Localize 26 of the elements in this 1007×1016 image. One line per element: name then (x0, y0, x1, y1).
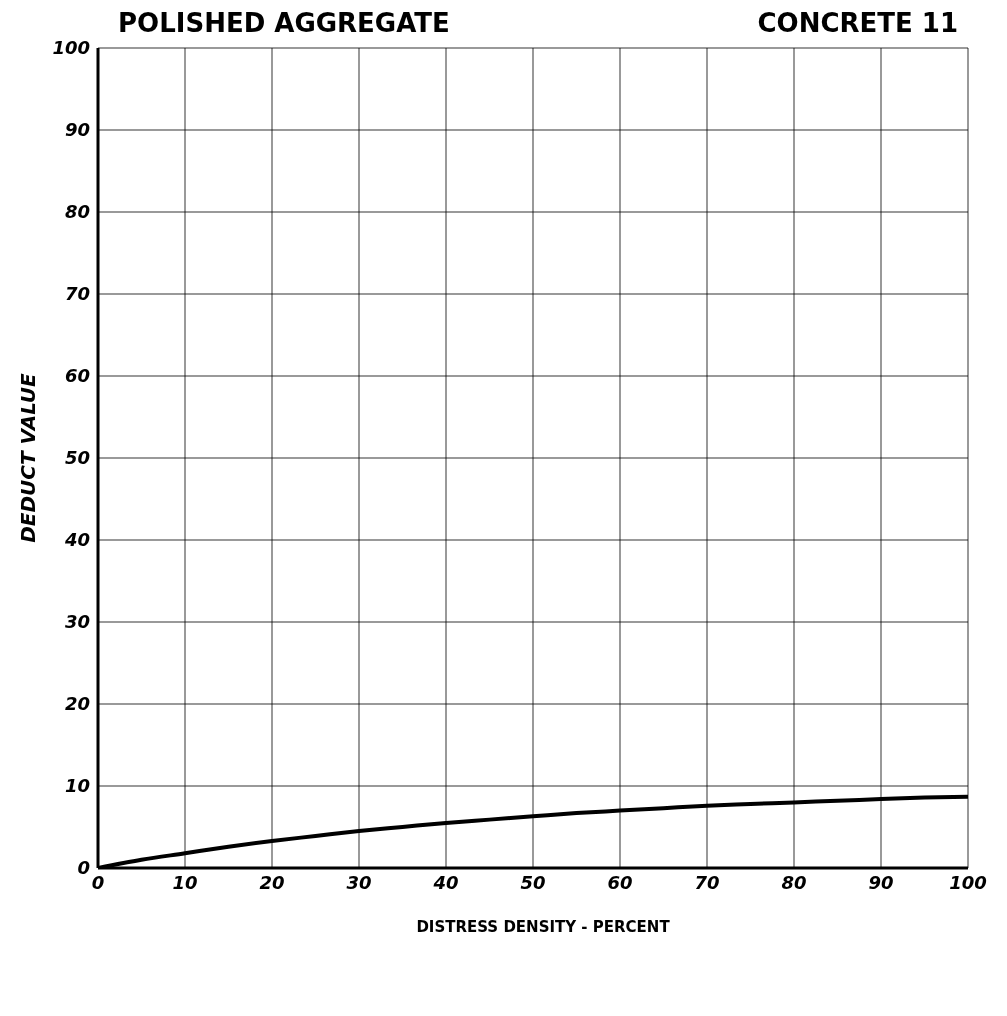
y-tick-label: 90 (64, 119, 90, 141)
y-tick-label: 60 (64, 365, 90, 387)
x-tick-label: 100 (949, 871, 987, 893)
y-axis-title: DEDUCT VALUE (16, 372, 41, 543)
y-tick-label: 70 (64, 283, 90, 305)
y-tick-label: 50 (64, 447, 90, 469)
x-tick-label: 80 (781, 871, 807, 893)
y-tick-label: 0 (77, 857, 90, 879)
y-tick-label: 100 (52, 37, 90, 59)
chart-subtitle: CONCRETE 11 (757, 8, 958, 38)
x-tick-label: 10 (172, 871, 198, 893)
y-tick-label: 80 (64, 201, 90, 223)
x-tick-label: 90 (868, 871, 894, 893)
x-tick-label: 30 (346, 871, 372, 893)
x-tick-label: 0 (91, 871, 105, 893)
x-tick-label: 50 (520, 871, 546, 893)
chart-title: POLISHED AGGREGATE (118, 8, 450, 38)
x-tick-label: 20 (259, 871, 285, 893)
y-tick-label: 20 (64, 693, 90, 715)
x-tick-label: 40 (432, 871, 459, 893)
x-axis-title: DISTRESS DENSITY - PERCENT (415, 918, 671, 936)
y-tick-label: 30 (64, 611, 90, 633)
y-tick-label: 40 (63, 529, 90, 551)
x-tick-label: 70 (694, 871, 720, 893)
y-tick-label: 10 (64, 775, 90, 797)
x-tick-label: 60 (607, 871, 633, 893)
